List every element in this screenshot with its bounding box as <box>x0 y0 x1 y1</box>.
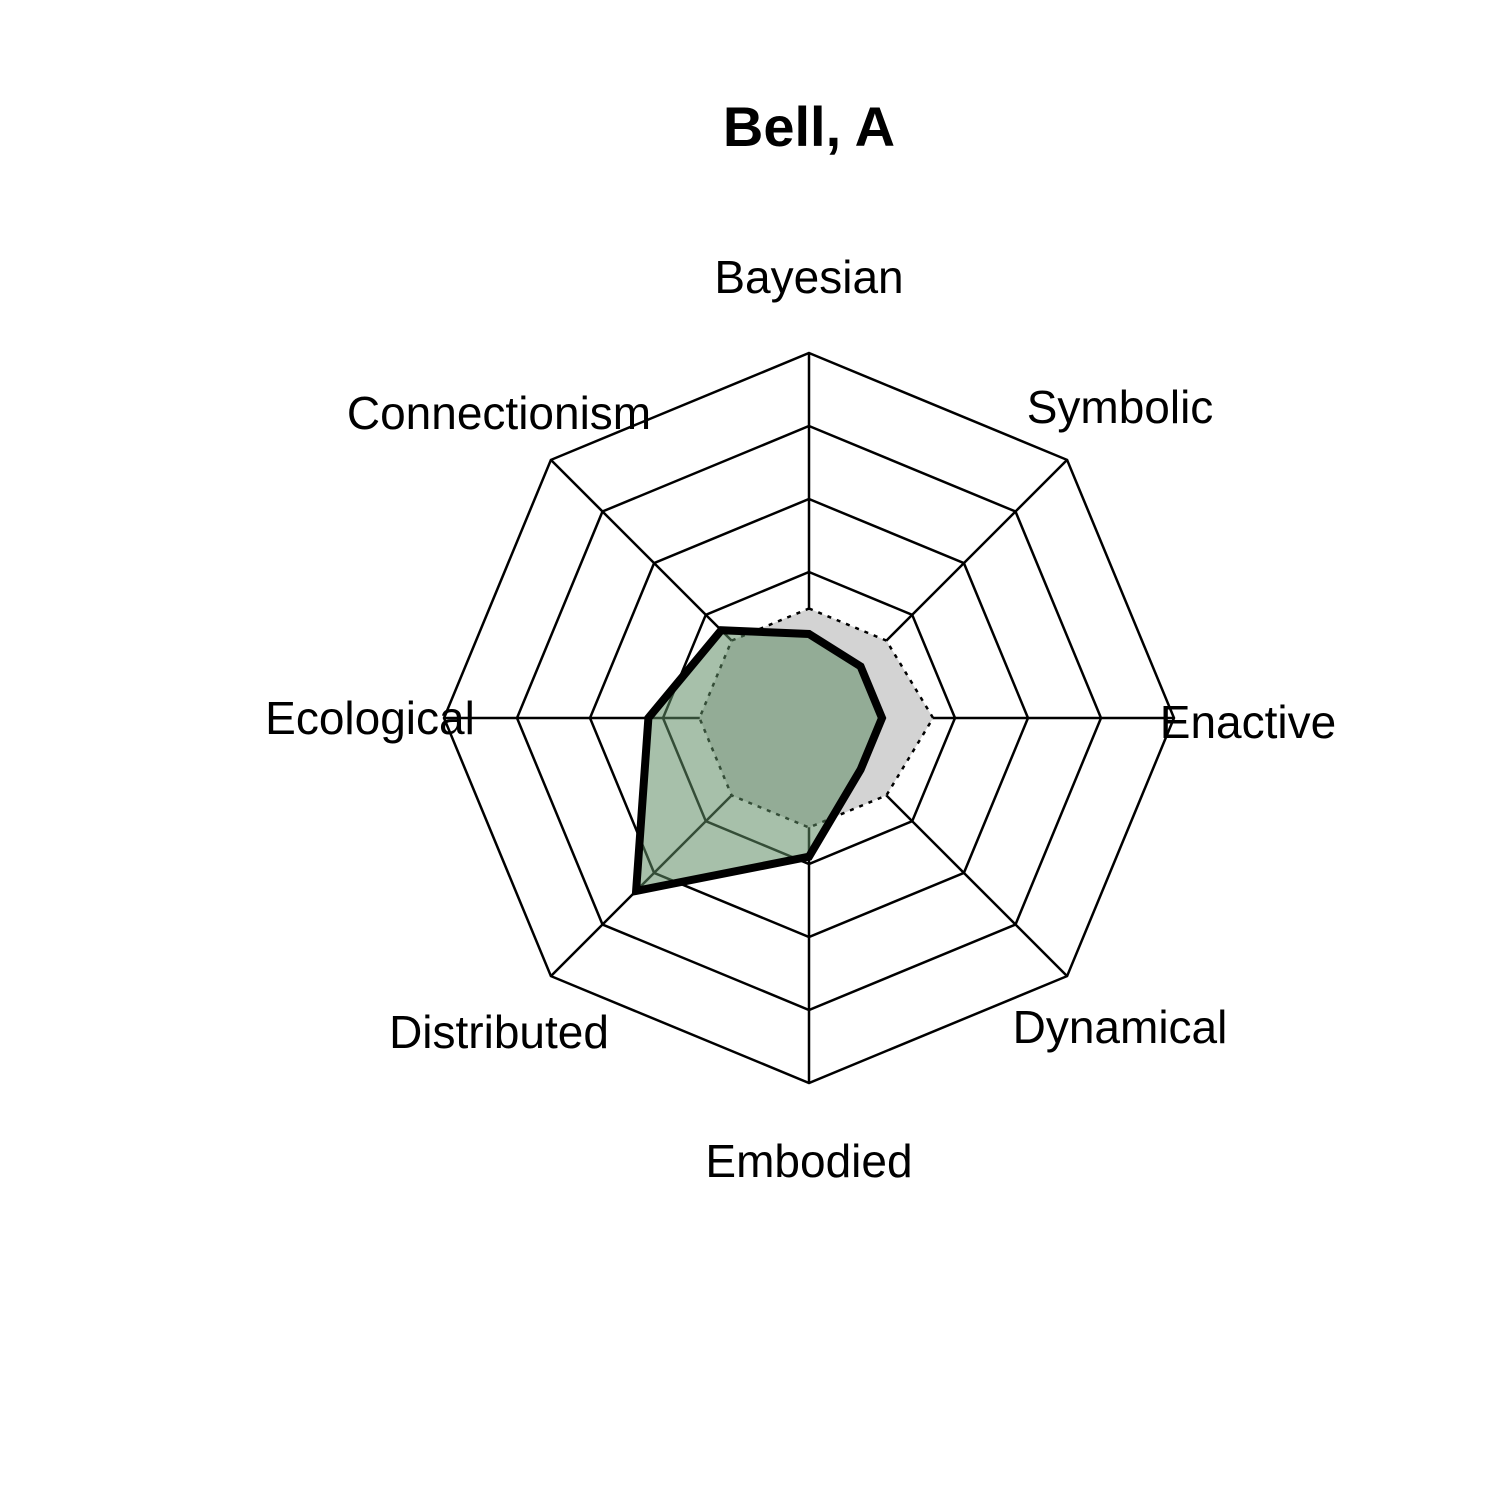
axis-label-ecological: Ecological <box>265 692 475 744</box>
axis-labels: Bayesian Symbolic Enactive Dynamical Emb… <box>265 251 1336 1187</box>
axis-label-bayesian: Bayesian <box>714 251 903 303</box>
axis-label-connectionism: Connectionism <box>347 387 651 439</box>
chart-title: Bell, A <box>723 95 895 158</box>
radar-series <box>631 607 935 896</box>
axis-label-enactive: Enactive <box>1160 696 1336 748</box>
axis-label-dynamical: Dynamical <box>1013 1001 1228 1053</box>
series-individual-polygon <box>631 626 887 896</box>
axis-label-embodied: Embodied <box>705 1135 912 1187</box>
axis-label-symbolic: Symbolic <box>1027 381 1214 433</box>
axis-label-distributed: Distributed <box>389 1006 609 1058</box>
